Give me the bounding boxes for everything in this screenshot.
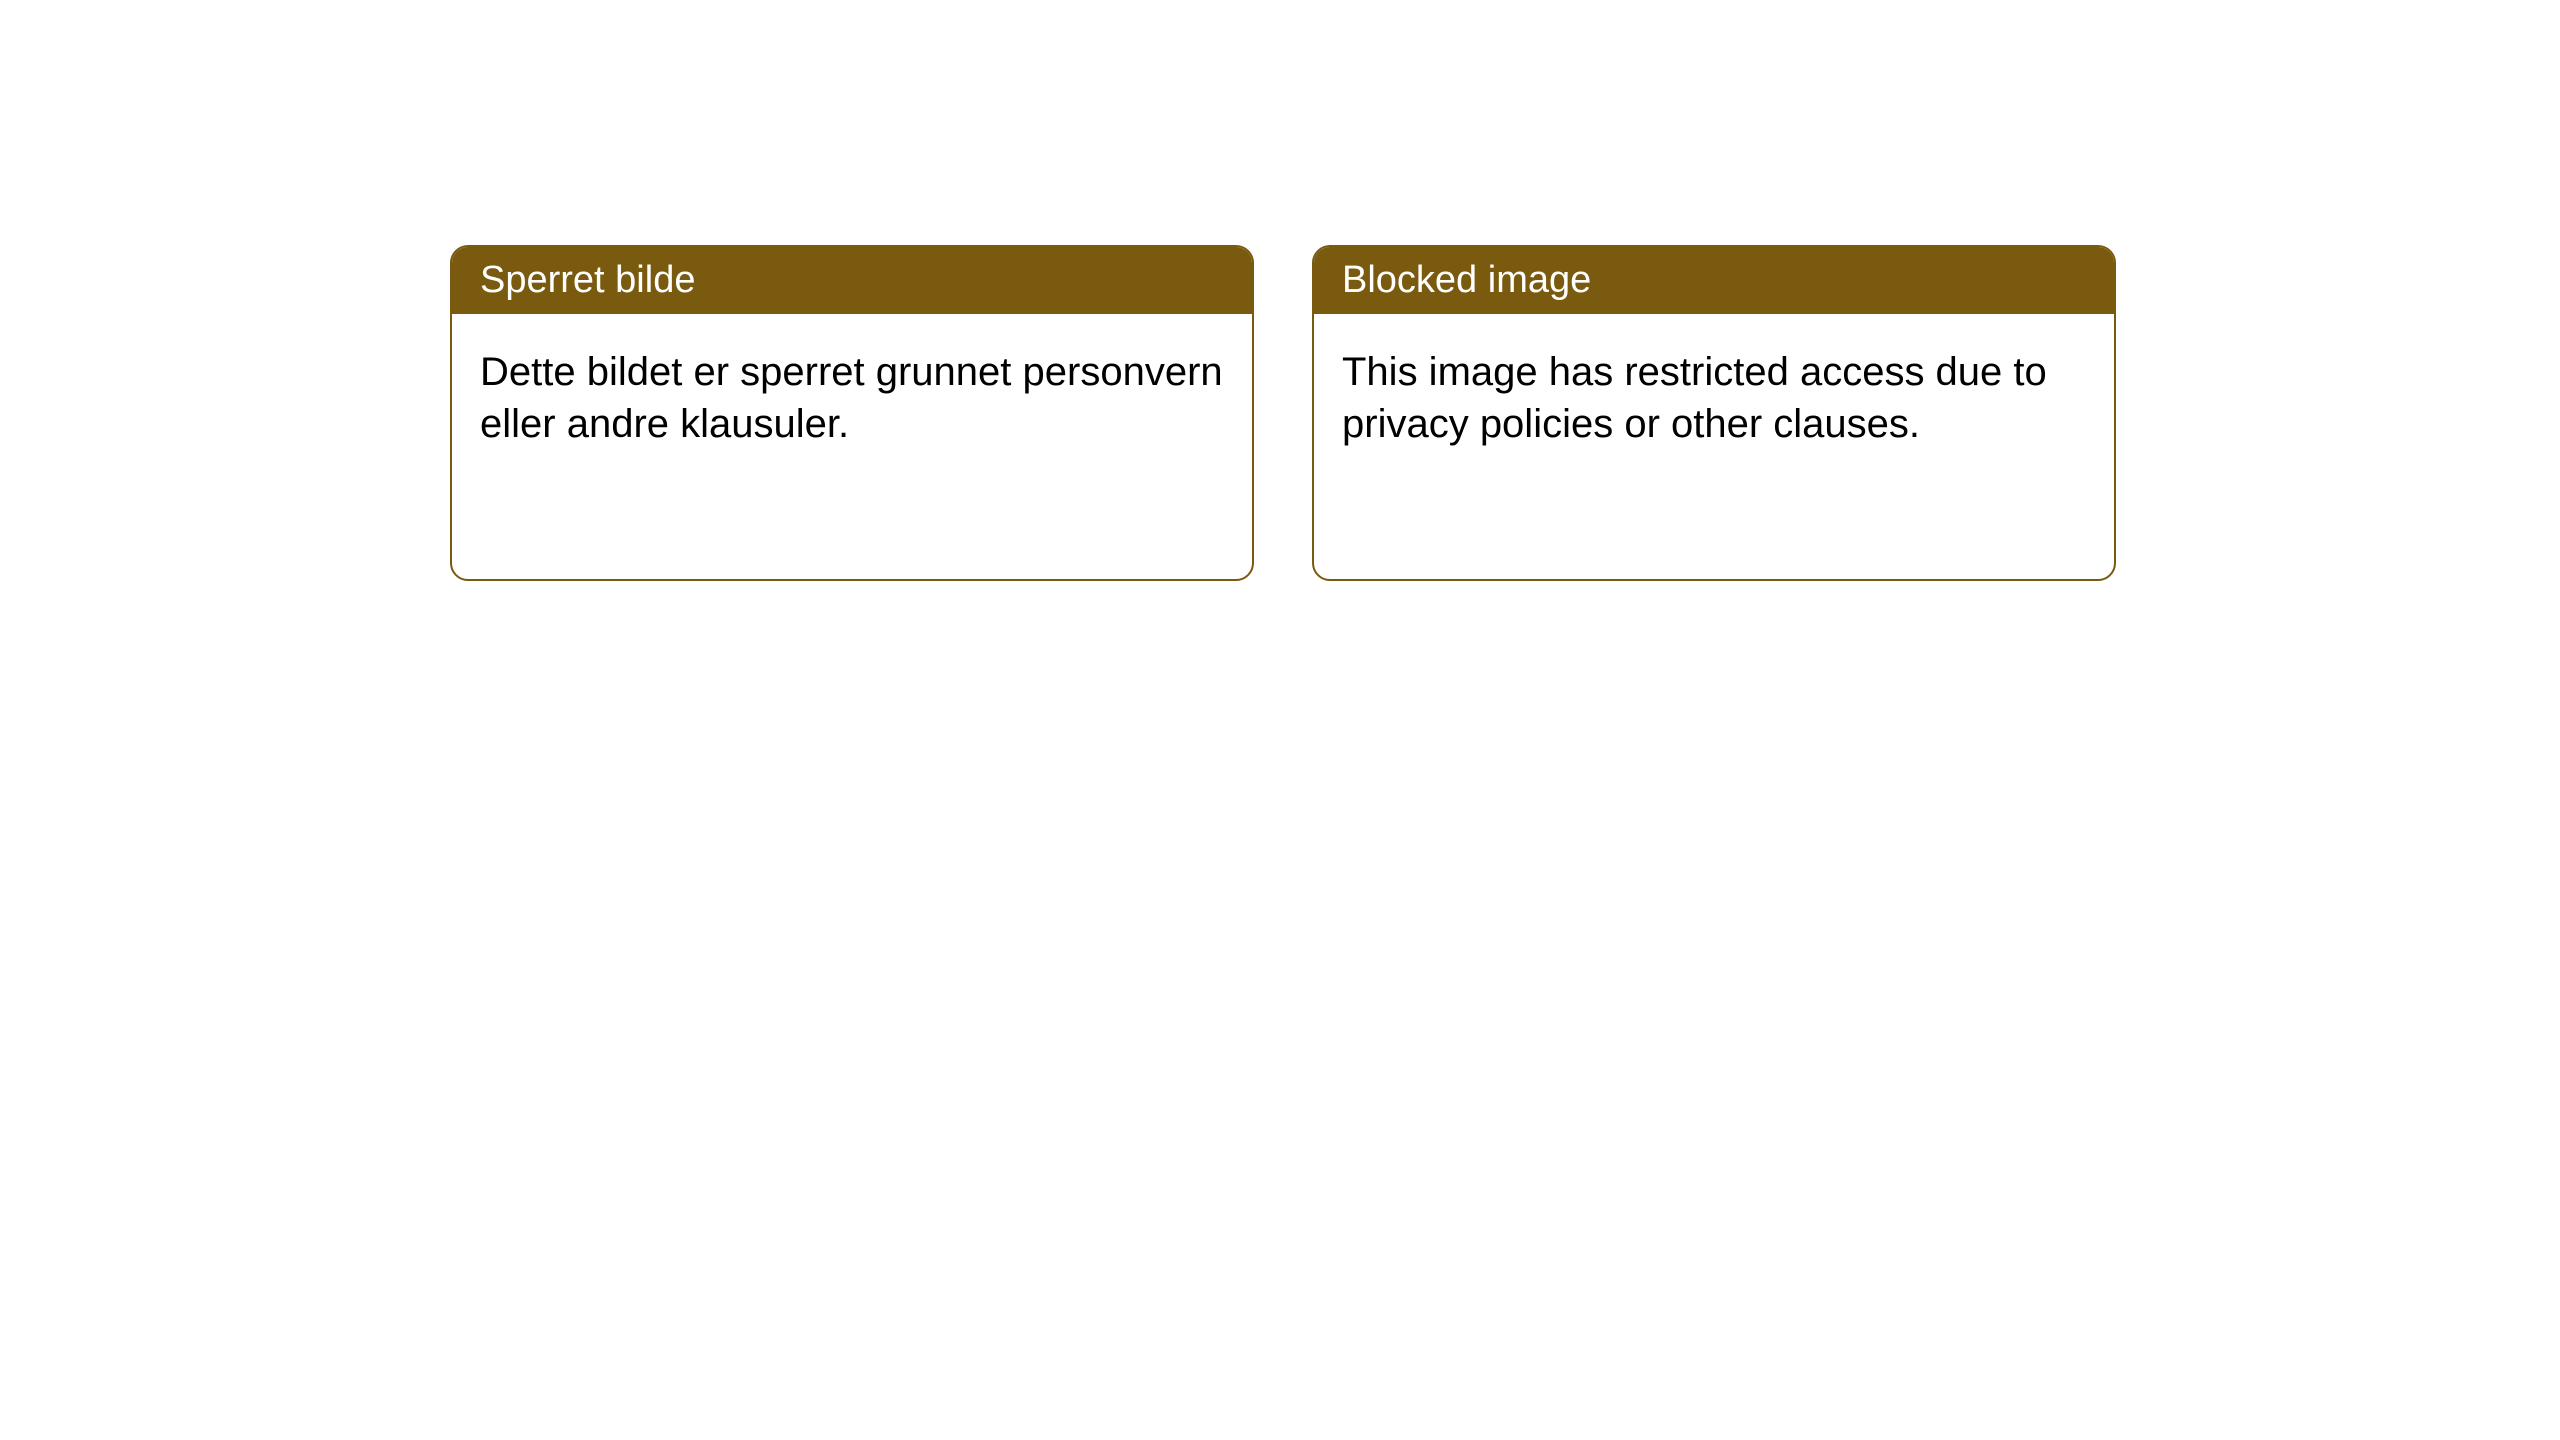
notice-card-english: Blocked image This image has restricted … [1312,245,2116,581]
card-title: Sperret bilde [480,259,695,301]
card-header: Sperret bilde [452,247,1252,314]
card-title: Blocked image [1342,259,1591,301]
card-body: This image has restricted access due to … [1314,314,2114,482]
notice-card-norwegian: Sperret bilde Dette bildet er sperret gr… [450,245,1254,581]
card-message: Dette bildet er sperret grunnet personve… [480,350,1223,446]
notice-container: Sperret bilde Dette bildet er sperret gr… [450,245,2116,581]
card-body: Dette bildet er sperret grunnet personve… [452,314,1252,482]
card-header: Blocked image [1314,247,2114,314]
card-message: This image has restricted access due to … [1342,350,2047,446]
